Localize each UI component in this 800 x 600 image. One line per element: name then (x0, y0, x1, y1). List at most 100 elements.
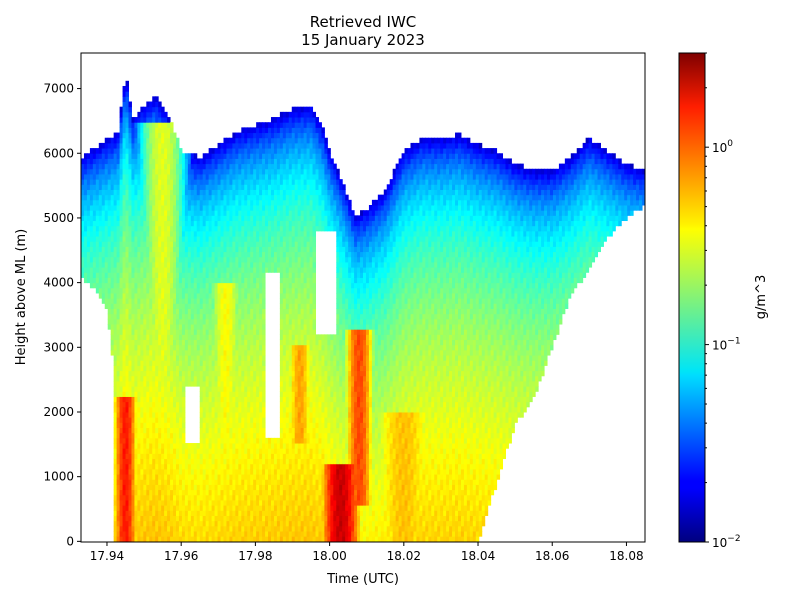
heatmap-cell (279, 303, 284, 309)
heatmap-cell (214, 298, 219, 304)
heatmap-cell (256, 334, 260, 341)
heatmap-cell (244, 422, 248, 429)
heatmap-cell (265, 448, 269, 454)
heatmap-cell (173, 318, 177, 325)
heatmap-cell (101, 158, 106, 165)
heatmap-cell (273, 246, 278, 253)
heatmap-cell (83, 153, 88, 159)
heatmap-cell (196, 292, 201, 299)
heatmap-cell (259, 148, 263, 154)
heatmap-cell (235, 205, 239, 211)
heatmap-cell (229, 287, 233, 294)
heatmap-cell (279, 153, 284, 159)
heatmap-cell (223, 494, 227, 501)
heatmap-cell (270, 251, 275, 258)
heatmap-cell (131, 355, 135, 361)
heatmap-cell (128, 427, 132, 434)
heatmap-cell (268, 437, 272, 444)
heatmap-cell (131, 132, 135, 139)
heatmap-cell (101, 256, 106, 263)
heatmap-cell (291, 386, 296, 392)
heatmap-cell (244, 396, 248, 403)
heatmap-cell (238, 380, 242, 387)
heatmap-cell (259, 137, 263, 144)
heatmap-cell (140, 292, 144, 299)
heatmap-cell (196, 494, 201, 501)
heatmap-cell (282, 474, 287, 480)
heatmap-cell (291, 225, 296, 232)
heatmap-cell (256, 489, 260, 496)
heatmap-cell (253, 484, 257, 491)
heatmap-cell (187, 324, 192, 330)
heatmap-cell (229, 344, 233, 351)
heatmap-cell (83, 241, 88, 247)
heatmap-cell (282, 432, 287, 439)
heatmap-cell (152, 313, 156, 320)
heatmap-cell (241, 205, 245, 211)
heatmap-cell (104, 184, 109, 190)
heatmap-cell (217, 355, 222, 361)
heatmap-cell (256, 251, 260, 258)
heatmap-cell (282, 499, 287, 506)
heatmap-cell (134, 179, 138, 185)
heatmap-cell (122, 432, 127, 439)
heatmap-cell (288, 267, 293, 273)
heatmap-cell (170, 396, 174, 403)
heatmap-cell (259, 215, 263, 222)
heatmap-cell (170, 210, 174, 216)
heatmap-cell (181, 230, 186, 237)
heatmap-cell (101, 199, 106, 206)
heatmap-cell (181, 386, 186, 392)
heatmap-cell (226, 163, 230, 170)
heatmap-cell (152, 194, 156, 201)
heatmap-cell (116, 261, 121, 268)
heatmap-cell (253, 520, 257, 527)
heatmap-cell (244, 494, 248, 501)
heatmap-cell (125, 432, 129, 439)
heatmap-cell (170, 411, 174, 418)
heatmap-cell (285, 256, 290, 263)
heatmap-cell (167, 184, 171, 190)
heatmap-cell (173, 153, 177, 159)
heatmap-cell (107, 308, 112, 315)
heatmap-cell (175, 360, 180, 366)
heatmap-cell (199, 396, 204, 403)
heatmap-cell (226, 334, 230, 341)
heatmap-cell (164, 137, 168, 144)
heatmap-cell (199, 417, 204, 423)
heatmap-cell (214, 148, 219, 154)
heatmap-cell (181, 210, 186, 216)
heatmap-cell (238, 401, 242, 408)
heatmap-cell (119, 324, 124, 330)
heatmap-cell (143, 313, 147, 320)
heatmap-cell (119, 220, 124, 227)
heatmap-cell (259, 443, 263, 449)
heatmap-cell (173, 531, 177, 537)
heatmap-cell (184, 515, 189, 522)
heatmap-cell (247, 313, 251, 320)
heatmap-cell (178, 272, 183, 278)
heatmap-cell (265, 184, 269, 190)
heatmap-cell (256, 158, 260, 165)
heatmap-cell (131, 261, 135, 268)
heatmap-cell (146, 251, 150, 258)
heatmap-cell (164, 282, 168, 289)
heatmap-cell (259, 489, 263, 496)
heatmap-cell (265, 220, 269, 227)
heatmap-cell (140, 525, 144, 532)
heatmap-cell (202, 261, 207, 268)
heatmap-cell (161, 432, 165, 439)
heatmap-cell (199, 525, 204, 532)
heatmap-cell (288, 241, 293, 247)
heatmap-cell (125, 355, 129, 361)
heatmap-cell (181, 199, 186, 206)
heatmap-cell (149, 267, 153, 273)
heatmap-cell (178, 210, 183, 216)
heatmap-cell (250, 173, 254, 180)
heatmap-cell (250, 499, 254, 506)
heatmap-cell (205, 355, 210, 361)
heatmap-cell (146, 484, 150, 491)
heatmap-cell (244, 411, 248, 418)
heatmap-cell (184, 443, 189, 449)
heatmap-cell (143, 453, 147, 460)
